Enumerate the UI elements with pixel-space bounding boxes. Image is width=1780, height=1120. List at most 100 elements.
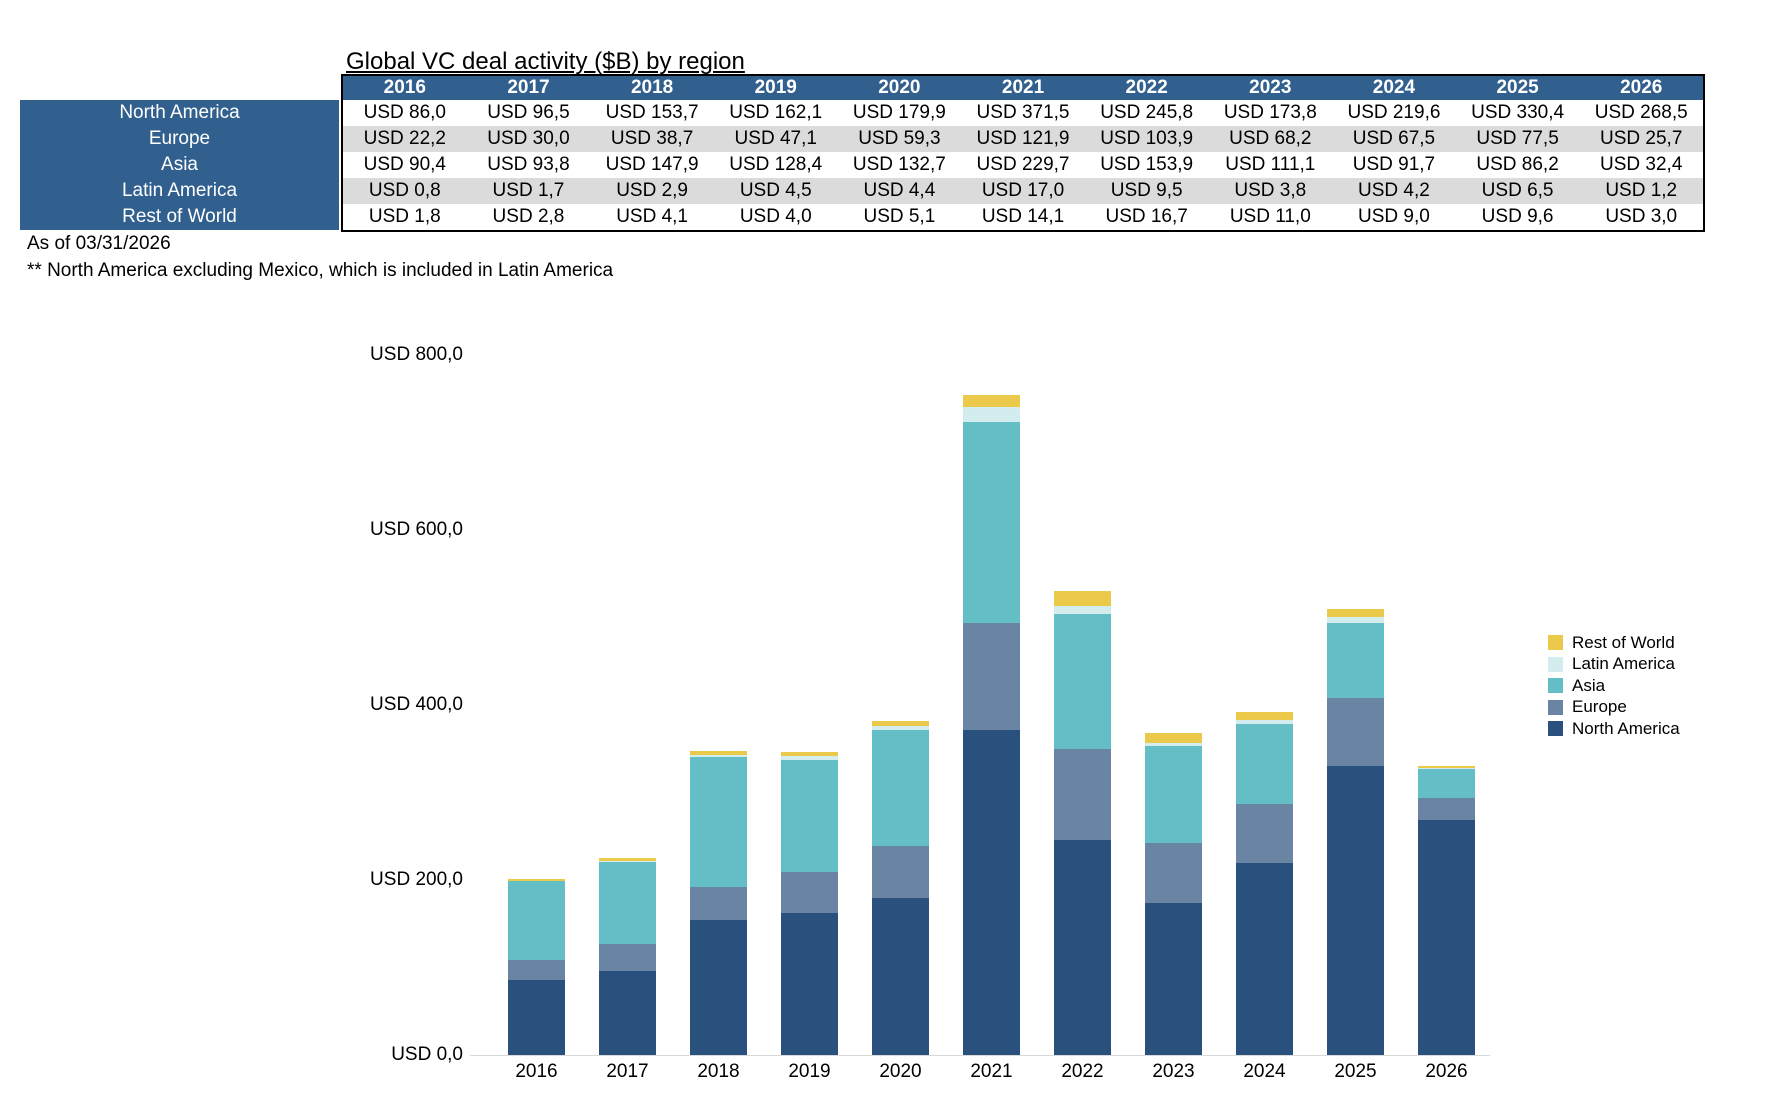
legend-swatch-asia: [1548, 678, 1563, 694]
bar-segment-asia-2026: [1418, 769, 1475, 798]
data-table: 2016 2017 2018 2019 2020 2021 2022 2023 2024 2025…: [341, 74, 1705, 232]
table-cell-north-america-2020: USD 179,9: [852, 102, 946, 123]
bar-segment-north-america-2022: [1054, 839, 1111, 1055]
bar-segment-latin-america-2016: [508, 880, 565, 882]
table-cell-europe-2017: USD 30,0: [487, 128, 570, 149]
legend-label-europe: Europe: [1572, 697, 1627, 717]
table-year-header-2019: 2019: [754, 77, 797, 98]
table-cell-rest-of-world-2018: USD 4,1: [616, 206, 688, 227]
bar-segment-europe-2023: [1145, 843, 1202, 903]
bar-segment-north-america-2023: [1145, 902, 1202, 1055]
table-year-header-2026: 2026: [1620, 77, 1663, 98]
table-cell-latin-america-2026: USD 1,2: [1605, 180, 1678, 201]
table-year-header-2017: 2017: [507, 77, 550, 98]
y-axis-label-0: USD 0,0: [391, 1044, 463, 1065]
bar-segment-asia-2018: [690, 757, 747, 887]
bar-segment-rest-of-world-2020: [872, 721, 929, 726]
table-cell-asia-2025: USD 86,2: [1476, 154, 1559, 175]
table-cell-asia-2019: USD 128,4: [729, 154, 823, 175]
bar-segment-europe-2026: [1418, 797, 1475, 821]
bar-segment-asia-2024: [1236, 723, 1293, 804]
table-cell-north-america-2024: USD 219,6: [1347, 102, 1441, 123]
bar-segment-north-america-2021: [963, 729, 1020, 1055]
legend-entry-rest-of-world: Rest of World: [1548, 632, 1680, 654]
table-cell-north-america-2023: USD 173,8: [1223, 102, 1317, 123]
legend-entry-europe: Europe: [1548, 697, 1680, 719]
table-cell-asia-2023: USD 111,1: [1225, 154, 1316, 175]
region-label-rest-of-world: Rest of World: [122, 206, 237, 227]
footnote-as-of: As of 03/31/2026: [27, 233, 171, 254]
bar-segment-rest-of-world-2022: [1054, 591, 1111, 607]
table-row-rest-of-world: USD 1,8 USD 2,8 USD 4,1 USD 4,0 USD 5,1 USD 1…: [343, 204, 1703, 230]
table-year-header-2024: 2024: [1372, 77, 1416, 98]
bar-segment-latin-america-2017: [599, 860, 656, 863]
x-axis-label-2022: 2022: [1061, 1061, 1104, 1082]
x-axis-label-2019: 2019: [788, 1061, 831, 1082]
legend-entry-asia: Asia: [1548, 675, 1680, 697]
bar-segment-rest-of-world-2023: [1145, 733, 1202, 743]
bar-2016: [508, 878, 565, 1055]
table-cell-latin-america-2023: USD 3,8: [1234, 180, 1307, 201]
table-year-header-2020: 2020: [878, 77, 921, 98]
table-cell-latin-america-2016: USD 0,8: [368, 180, 441, 201]
table-cell-rest-of-world-2016: USD 1,8: [368, 206, 441, 227]
legend-entry-latin-america: Latin America: [1548, 654, 1680, 676]
table-region-labels: North America Europe Asia Latin America Rest…: [20, 100, 339, 230]
legend-swatch-rest-of-world: [1548, 635, 1563, 651]
x-axis-line: [470, 1055, 1490, 1056]
bar-2018: [690, 751, 747, 1055]
table-cell-latin-america-2025: USD 6,5: [1481, 180, 1554, 201]
bar-segment-asia-2017: [599, 862, 656, 945]
bar-segment-north-america-2020: [872, 897, 929, 1055]
table-cell-asia-2024: USD 91,7: [1352, 154, 1436, 175]
bar-segment-europe-2020: [872, 845, 929, 898]
table-header-row: 2016 2017 2018 2019 2020 2021 2022 2023 2024 2025…: [343, 76, 1703, 100]
x-axis-label-2017: 2017: [606, 1061, 649, 1082]
bar-segment-latin-america-2018: [690, 754, 747, 758]
bar-2020: [872, 721, 929, 1055]
y-axis-label-400: USD 400,0: [370, 694, 463, 715]
table-cell-rest-of-world-2023: USD 11,0: [1229, 206, 1311, 227]
table-cell-europe-2022: USD 103,9: [1100, 128, 1194, 149]
table-year-header-2025: 2025: [1496, 77, 1539, 98]
x-axis-label-2026: 2026: [1425, 1061, 1468, 1082]
bar-segment-rest-of-world-2024: [1236, 712, 1293, 720]
table-cell-europe-2026: USD 25,7: [1600, 128, 1683, 149]
chart-title: Global VC deal activity ($B) by region: [346, 48, 745, 75]
bar-segment-latin-america-2020: [872, 725, 929, 730]
table-cell-latin-america-2024: USD 4,2: [1358, 180, 1430, 201]
bar-segment-latin-america-2026: [1418, 768, 1475, 770]
x-axis-label-2018: 2018: [697, 1061, 740, 1082]
y-axis-label-600: USD 600,0: [370, 519, 463, 540]
bar-segment-rest-of-world-2019: [781, 752, 838, 756]
legend-entry-north-america: North America: [1548, 718, 1680, 740]
table-cell-latin-america-2021: USD 17,0: [981, 180, 1065, 201]
bar-2025: [1327, 608, 1384, 1055]
bar-segment-europe-2017: [599, 944, 656, 971]
table-cell-asia-2018: USD 147,9: [605, 154, 699, 175]
bar-segment-europe-2021: [963, 623, 1020, 730]
table-cell-latin-america-2017: USD 1,7: [492, 180, 565, 201]
bar-segment-asia-2025: [1327, 622, 1384, 699]
table-cell-europe-2019: USD 47,1: [734, 128, 817, 149]
table-cell-rest-of-world-2017: USD 2,8: [492, 206, 565, 227]
table-row-europe: USD 22,2 USD 30,0 USD 38,7 USD 47,1 USD 59,3…: [343, 126, 1703, 152]
x-axis-label-2016: 2016: [515, 1061, 558, 1082]
table-year-header-2023: 2023: [1249, 77, 1292, 98]
bar-segment-north-america-2026: [1418, 820, 1475, 1055]
table-cell-rest-of-world-2025: USD 9,6: [1481, 206, 1554, 227]
bar-2019: [781, 752, 838, 1055]
table-cell-europe-2018: USD 38,7: [610, 128, 694, 149]
x-axis-label-2023: 2023: [1152, 1061, 1195, 1082]
bar-segment-asia-2019: [781, 759, 838, 872]
bar-segment-europe-2025: [1327, 698, 1384, 766]
x-axis-label-2025: 2025: [1334, 1061, 1377, 1082]
legend-swatch-europe: [1548, 699, 1563, 715]
table-year-header-2021: 2021: [1001, 77, 1045, 98]
bar-2023: [1145, 733, 1202, 1055]
bar-segment-north-america-2024: [1236, 862, 1293, 1055]
footnote-mexico: ** North America excluding Mexico, which…: [27, 260, 614, 281]
bar-segment-europe-2018: [690, 886, 747, 921]
table-cell-rest-of-world-2020: USD 5,1: [863, 206, 936, 227]
bar-segment-rest-of-world-2017: [599, 858, 656, 861]
